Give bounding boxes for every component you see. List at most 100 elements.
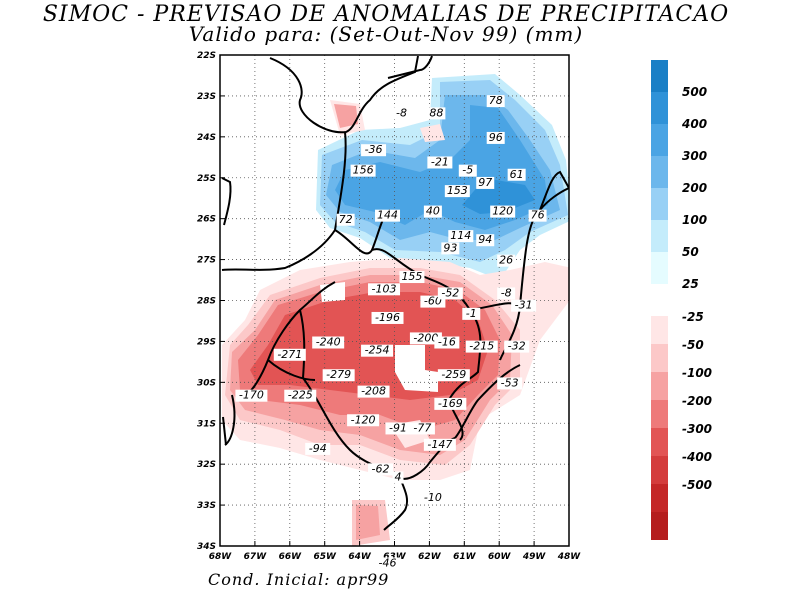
value-label-bg [427, 156, 453, 169]
anomaly-value: -5 [462, 164, 473, 177]
anomaly-value: -77 [413, 421, 431, 434]
anomaly-value: -240 [316, 336, 341, 349]
value-label-bg [465, 340, 498, 353]
anomaly-value: -259 [441, 368, 466, 381]
anomaly-value: -10 [424, 491, 442, 504]
anomaly-value: 40 [426, 205, 440, 218]
lat-tick-label: 30S [197, 378, 216, 388]
value-label-bg [375, 209, 401, 222]
value-label-bg [347, 414, 380, 427]
anomaly-value: -271 [277, 348, 302, 361]
colorbar-positive-label: 50 [682, 245, 699, 259]
value-label-bg [423, 438, 456, 451]
value-label-bg [434, 397, 467, 410]
anomaly-value: 153 [447, 184, 468, 197]
value-label-bg [284, 389, 317, 402]
anomaly-value: -94 [309, 442, 327, 455]
value-label-bg [486, 95, 505, 108]
anomaly-value: -31 [515, 299, 533, 312]
lon-tick-label: 61W [453, 552, 477, 562]
anomaly-value: 94 [478, 233, 492, 246]
lon-tick-label: 63W [383, 552, 407, 562]
value-label-bg [312, 336, 345, 349]
lon-tick-label: 65W [313, 552, 337, 562]
anomaly-value: -16 [438, 336, 456, 349]
value-label-bg [357, 385, 390, 398]
colorbar-positive-label: 25 [682, 277, 699, 291]
anomaly-value: 97 [478, 176, 492, 189]
colorbar-positive-label: 400 [681, 117, 707, 131]
lon-tick-label: 67W [244, 552, 268, 562]
anomaly-value: -1 [466, 307, 477, 320]
anomaly-value: 88 [429, 106, 443, 119]
lat-tick-label: 24S [197, 133, 216, 143]
value-label-bg [235, 389, 268, 402]
value-label-bg [336, 213, 355, 226]
colorbar-positive-segment [651, 124, 668, 156]
colorbar-positive-segment [651, 92, 668, 124]
anomaly-value: -8 [501, 286, 512, 299]
value-label-bg [392, 107, 411, 120]
colorbar-positive-segment [651, 220, 668, 252]
colorbar-negative-label: -400 [682, 450, 712, 464]
lon-tick-label: 64W [348, 552, 372, 562]
value-label-bg [528, 209, 547, 222]
colorbar-positive-label: 200 [682, 181, 707, 195]
colorbar-negative-segment [651, 344, 668, 372]
anomaly-value: 144 [377, 209, 398, 222]
value-label-bg [476, 234, 495, 247]
value-label-bg [462, 307, 481, 320]
colorbar-negative-label: -100 [682, 366, 712, 380]
axis-ticks: 68W 67W 66W 65W 64W 63W 62W 61W 60W 49W 48W 22S 23S 2… [197, 51, 581, 562]
colorbar-negative-label: -25 [682, 310, 704, 324]
anomaly-value: -215 [469, 340, 494, 353]
lon-tick-label: 49W [522, 552, 547, 562]
anomaly-value: 120 [492, 205, 513, 218]
colorbar-positive-label: 300 [682, 149, 707, 163]
anomaly-value: -200 [413, 331, 438, 344]
lat-tick-label: 32S [197, 460, 216, 470]
value-label-bg [497, 377, 523, 390]
anomaly-value: -46 [379, 556, 397, 569]
colorbar-positive-segment [651, 252, 668, 284]
value-label-bg [486, 131, 505, 144]
value-label-bg [420, 491, 446, 504]
anomaly-value: 26 [499, 254, 513, 267]
lat-tick-label: 31S [197, 419, 216, 429]
anomaly-value: -60 [424, 295, 442, 308]
anomaly-value: 155 [401, 270, 422, 283]
value-label-bg [392, 471, 404, 484]
value-label-bg [504, 340, 530, 353]
value-label-bg [423, 205, 442, 218]
lat-tick-label: 23S [197, 92, 216, 102]
value-label-bg [322, 369, 355, 382]
colorbar-negative-label: -200 [682, 394, 712, 408]
value-label-bg [476, 176, 495, 189]
anomaly-value: -52 [441, 286, 459, 299]
value-label-bg [497, 254, 516, 267]
lat-tick-label: 34S [197, 542, 216, 552]
lat-tick-label: 22S [197, 51, 216, 61]
lon-tick-label: 60W [488, 552, 512, 562]
value-label-bg [273, 348, 306, 361]
anomaly-value: 61 [510, 168, 524, 181]
colorbar-negative-segment [651, 512, 668, 540]
colorbar-negative-segment [651, 372, 668, 400]
value-label-bg [361, 144, 387, 157]
anomaly-value: -170 [239, 389, 264, 402]
anomaly-value: -254 [365, 344, 390, 357]
lat-tick-label: 25S [197, 174, 216, 184]
value-label-bg [497, 287, 516, 300]
anomaly-value: 76 [531, 209, 545, 222]
lon-tick-label: 48W [557, 552, 582, 562]
value-label-bg [399, 271, 425, 284]
lon-tick-label: 66W [279, 552, 303, 562]
lat-tick-label: 28S [197, 297, 216, 307]
value-label-bg [507, 168, 526, 181]
anomaly-value: -8 [396, 106, 407, 119]
map-subtitle: Valido para: (Set-Out-Nov 99) (mm) [188, 22, 584, 46]
anomaly-value: -53 [501, 376, 519, 389]
anomaly-value: -196 [375, 311, 400, 324]
colorbar: 500 400 300 200 100 50 25 -25 -50 -100 -200 -300 -40… [651, 60, 712, 540]
